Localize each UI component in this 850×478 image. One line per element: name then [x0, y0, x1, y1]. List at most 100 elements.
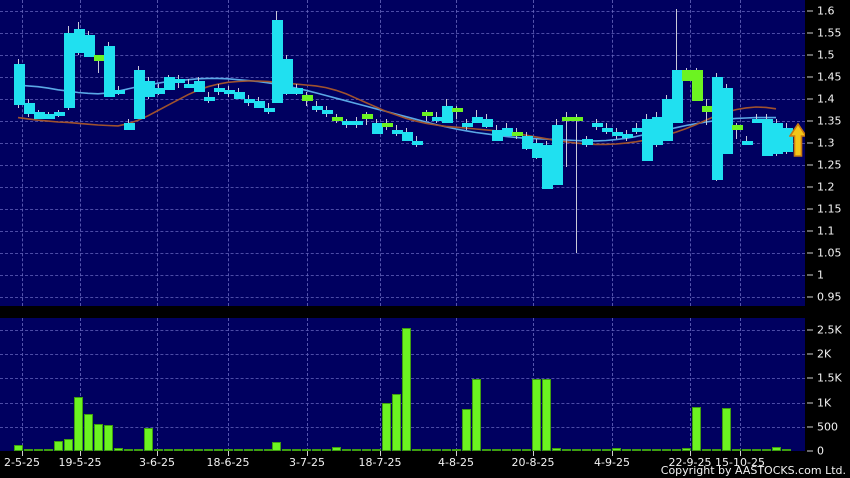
price-tick-label: 0.95 — [817, 290, 842, 304]
gridline-vertical — [157, 318, 158, 451]
date-tick-mark — [533, 451, 534, 456]
volume-bar — [722, 407, 731, 451]
volume-bar — [174, 449, 183, 451]
volume-tick-label: 1K — [817, 396, 832, 410]
volume-bar — [44, 448, 53, 451]
date-x-axis: 2-5-25 19-5-25 3-6-25 18-6-25 3-7-25 18-7-25 4… — [0, 451, 805, 478]
date-tick-label: 15-10-25 — [715, 456, 765, 469]
volume-bar — [592, 449, 601, 451]
price-tick-label: 1.4 — [817, 92, 835, 106]
candlestick — [214, 88, 225, 93]
volume-bar — [752, 449, 761, 451]
candle-wick — [366, 112, 367, 126]
volume-bar — [392, 393, 401, 451]
price-tick-label: 1.45 — [817, 70, 842, 84]
candlestick — [622, 134, 633, 139]
candlestick — [612, 132, 623, 137]
candlestick — [452, 107, 463, 113]
volume-bar — [272, 442, 281, 451]
gridline-vertical — [456, 318, 457, 451]
candlestick — [302, 94, 313, 102]
gridline-horizontal — [0, 165, 805, 167]
volume-bar — [472, 379, 481, 451]
volume-bar — [154, 449, 163, 451]
gridline-vertical — [228, 0, 229, 306]
candlestick — [362, 114, 373, 119]
gridline-horizontal — [0, 121, 805, 123]
volume-bar — [702, 449, 711, 451]
volume-tick-label: 1.5K — [817, 371, 842, 385]
volume-bar — [94, 423, 103, 451]
volume-bar — [342, 449, 351, 451]
date-tick-label: 19-5-25 — [58, 456, 102, 469]
candlestick — [672, 70, 683, 124]
price-tick-label: 1.05 — [817, 246, 842, 260]
price-tick-mark — [807, 252, 813, 254]
candlestick — [24, 103, 35, 115]
candlestick — [422, 112, 433, 117]
gridline-horizontal — [0, 33, 805, 35]
volume-bar — [224, 449, 233, 451]
date-tick-mark — [612, 451, 613, 456]
gridline-vertical — [740, 318, 741, 451]
candlestick — [722, 88, 733, 154]
candlestick — [402, 132, 413, 141]
candlestick — [194, 81, 205, 93]
gridline-horizontal — [0, 11, 805, 12]
date-tick-label: 20-8-25 — [511, 456, 555, 469]
candle-wick — [566, 112, 567, 168]
volume-bar — [612, 447, 621, 451]
gridline-vertical — [22, 0, 23, 306]
candle-wick — [476, 110, 477, 124]
candlestick — [782, 127, 793, 152]
volume-tick-label: 500 — [817, 420, 838, 434]
candlestick — [312, 105, 323, 110]
volume-bar — [362, 449, 371, 451]
volume-bar — [402, 327, 411, 451]
candlestick — [482, 118, 493, 128]
volume-bar — [502, 449, 511, 451]
gridline-vertical — [380, 318, 381, 451]
price-tick-mark — [807, 208, 813, 210]
price-tick-mark — [807, 32, 813, 34]
date-tick-mark — [22, 451, 23, 456]
candlestick — [412, 140, 423, 146]
volume-bar — [184, 449, 193, 451]
gridline-vertical — [307, 0, 308, 306]
date-tick-mark — [456, 451, 457, 456]
date-tick-mark — [228, 451, 229, 456]
price-tick-mark — [807, 230, 813, 232]
gridline-vertical — [157, 0, 158, 306]
volume-bar — [254, 449, 263, 451]
price-tick-label: 1.25 — [817, 158, 842, 172]
volume-bar — [732, 449, 741, 451]
volume-bar — [24, 449, 33, 451]
volume-bar — [312, 449, 321, 451]
volume-bar — [382, 402, 391, 451]
volume-bar — [512, 449, 521, 451]
volume-bar — [482, 449, 491, 451]
candle-wick — [736, 123, 737, 139]
candlestick — [44, 114, 55, 119]
candlestick — [224, 90, 235, 95]
price-tick-label: 1.15 — [817, 202, 842, 216]
price-tick-mark — [807, 274, 813, 276]
volume-bar — [292, 449, 301, 451]
volume-bar — [372, 449, 381, 451]
price-chart-panel[interactable] — [0, 0, 808, 306]
volume-chart-panel[interactable] — [0, 318, 805, 451]
price-y-axis: 1.6 1.55 1.5 1.45 1.4 1.35 1.3 1.25 1.2 1.15 1.1 1.… — [805, 0, 850, 306]
price-tick-label: 1.6 — [817, 4, 835, 18]
gridline-horizontal — [0, 77, 805, 79]
price-tick-mark — [807, 98, 813, 100]
price-tick-label: 1.3 — [817, 136, 835, 150]
volume-bar — [452, 449, 461, 451]
volume-bar — [602, 449, 611, 451]
volume-bar — [322, 449, 331, 451]
date-tick-mark — [380, 451, 381, 456]
candlestick — [522, 136, 533, 150]
candle-wick — [98, 55, 99, 73]
volume-bar — [672, 448, 681, 451]
date-tick-mark — [157, 451, 158, 456]
